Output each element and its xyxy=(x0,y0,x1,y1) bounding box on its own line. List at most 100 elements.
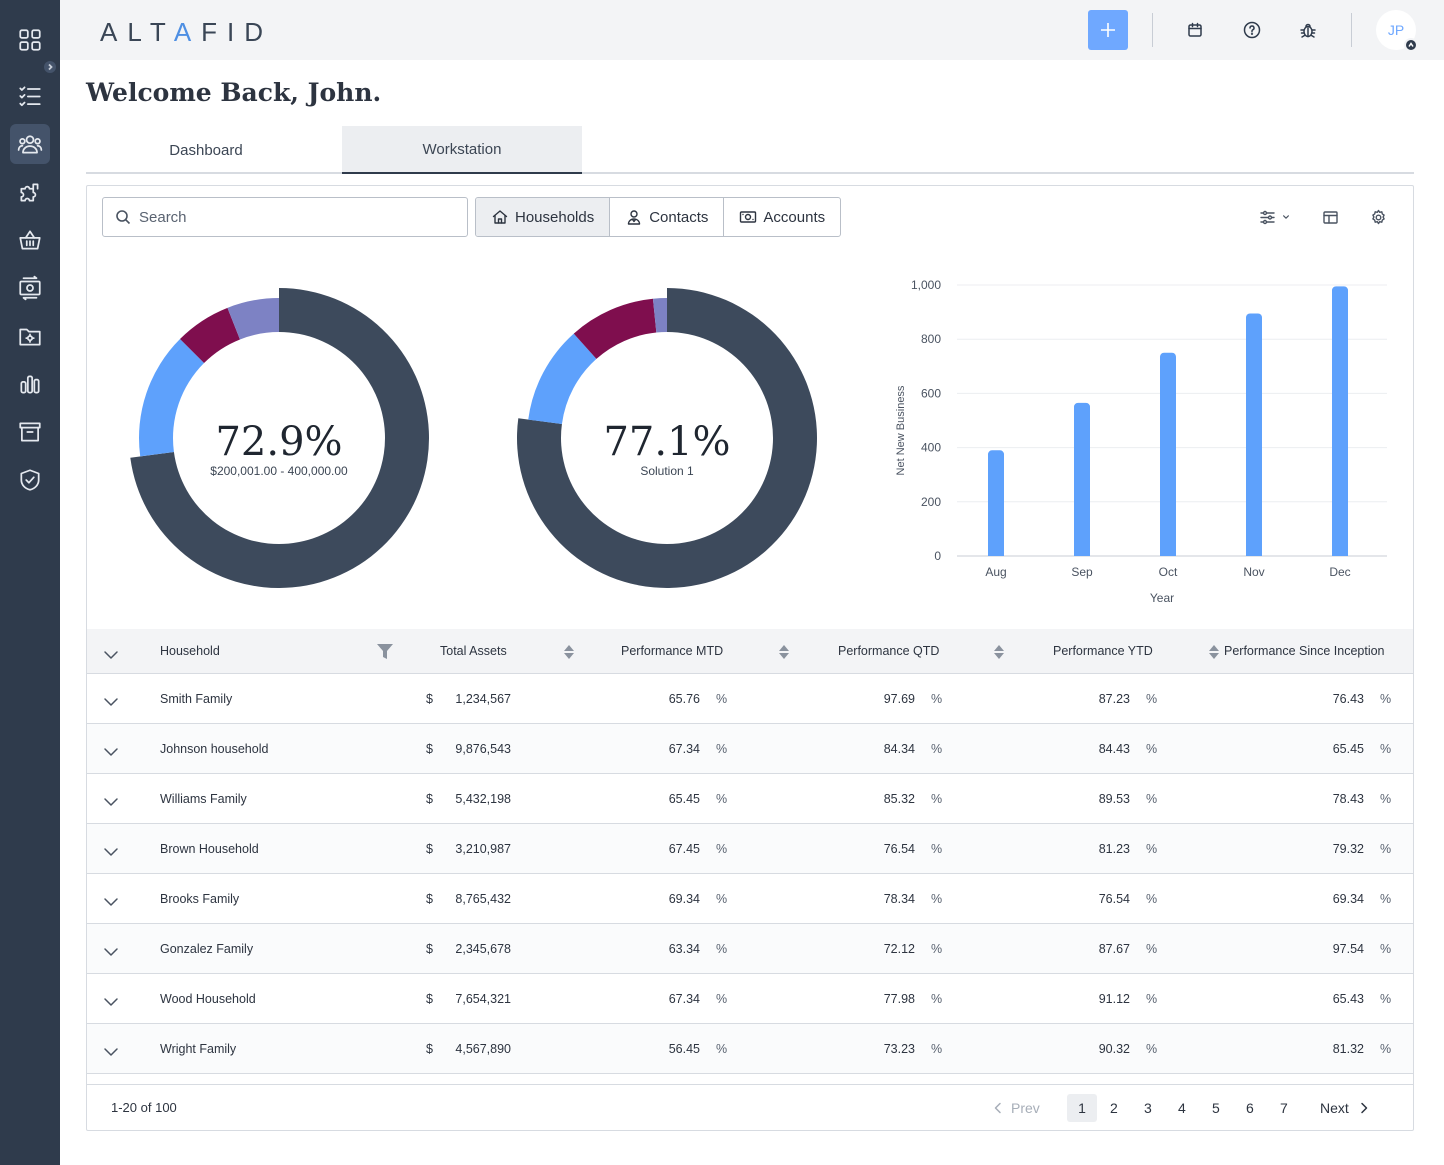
table-row[interactable]: Johnson household $9,876,543 67.34% 84.34% 8… xyxy=(87,724,1413,774)
household-name[interactable]: Smith Family xyxy=(160,692,233,706)
bar-sep[interactable] xyxy=(1074,402,1090,556)
sort-total-assets-button[interactable] xyxy=(564,645,574,659)
sidebar-item-archive[interactable] xyxy=(10,412,50,452)
household-name[interactable]: Johnson household xyxy=(160,742,269,756)
contacts-segment-button[interactable]: Contacts xyxy=(610,198,725,236)
row-expand-toggle[interactable] xyxy=(103,794,119,806)
sort-icon xyxy=(994,645,1004,659)
filter-dropdown-toggle[interactable] xyxy=(1281,207,1291,227)
expand-all-toggle[interactable] xyxy=(103,647,119,659)
sidebar-item-documents[interactable] xyxy=(10,316,50,356)
donut-segment[interactable] xyxy=(573,298,657,359)
sort-mtd-button[interactable] xyxy=(779,645,789,659)
performance-mtd-value: 65.45 xyxy=(668,792,700,806)
filter-settings-button[interactable] xyxy=(1257,207,1277,227)
top-bar: ALTAFID JP xyxy=(60,0,1444,60)
household-name[interactable]: Wright Family xyxy=(160,1042,237,1056)
household-name[interactable]: Wood Household xyxy=(160,992,256,1006)
search-box[interactable] xyxy=(102,197,468,237)
bug-report-button[interactable] xyxy=(1296,18,1320,42)
sidebar-item-transactions[interactable] xyxy=(10,268,50,308)
percent-symbol: % xyxy=(931,942,943,956)
donut-segment[interactable] xyxy=(139,339,205,457)
bar-oct[interactable] xyxy=(1160,352,1176,556)
household-name[interactable]: Brown Household xyxy=(160,842,259,856)
donut-segment[interactable] xyxy=(130,288,430,588)
page-2-button[interactable]: 2 xyxy=(1110,1100,1118,1116)
create-new-button[interactable] xyxy=(1088,10,1128,50)
sidebar xyxy=(0,0,60,1165)
altafid-logo[interactable]: ALTAFID xyxy=(100,17,274,47)
next-page-button[interactable]: Next xyxy=(1320,1094,1369,1122)
table-row[interactable]: Williams Family $5,432,198 65.45% 85.32% 89.… xyxy=(87,774,1413,824)
tab-workstation[interactable]: Workstation xyxy=(342,126,582,174)
performance-qtd-value: 76.54 xyxy=(883,842,915,856)
settings-button[interactable] xyxy=(1368,207,1388,227)
sidebar-item-dashboard[interactable] xyxy=(10,20,50,60)
donut-segment[interactable] xyxy=(180,307,240,364)
sidebar-item-integrations[interactable] xyxy=(10,172,50,212)
tab-dashboard[interactable]: Dashboard xyxy=(169,141,243,159)
accounts-segment-button[interactable]: Accounts xyxy=(724,198,840,236)
donut-segment[interactable] xyxy=(528,333,597,425)
layout-toggle-button[interactable] xyxy=(1320,207,1340,227)
row-expand-toggle[interactable] xyxy=(103,894,119,906)
help-button[interactable] xyxy=(1240,18,1264,42)
page-3-button[interactable]: 3 xyxy=(1144,1100,1152,1116)
x-tick-label: Sep xyxy=(1071,565,1093,579)
bar-nov[interactable] xyxy=(1246,313,1262,556)
donut-segment[interactable] xyxy=(652,298,667,333)
row-expand-toggle[interactable] xyxy=(103,994,119,1006)
donut-segment[interactable] xyxy=(517,288,817,588)
percent-symbol: % xyxy=(716,892,728,906)
search-input[interactable] xyxy=(139,208,459,226)
household-filter-button[interactable] xyxy=(377,644,393,659)
calendar-button[interactable] xyxy=(1183,18,1207,42)
household-name[interactable]: Williams Family xyxy=(160,792,247,806)
sidebar-item-households[interactable] xyxy=(10,124,50,164)
chevron-up-icon xyxy=(1408,42,1414,47)
table-row[interactable]: Brown Household $3,210,987 67.45% 76.54% 81.… xyxy=(87,824,1413,874)
table-row[interactable]: Gonzalez Family $2,345,678 63.34% 72.12% 87.… xyxy=(87,924,1413,974)
column-header-performance-qtd[interactable]: Performance QTD xyxy=(838,644,940,658)
percent-symbol: % xyxy=(1380,742,1392,756)
row-expand-toggle[interactable] xyxy=(103,844,119,856)
sort-qtd-button[interactable] xyxy=(994,645,1004,659)
household-name[interactable]: Gonzalez Family xyxy=(160,942,254,956)
households-segment-button[interactable]: Households xyxy=(476,198,611,236)
performance-mtd-value: 56.45 xyxy=(668,1042,700,1056)
page-5-button[interactable]: 5 xyxy=(1212,1100,1220,1116)
sidebar-item-tasks[interactable] xyxy=(10,76,50,116)
page-7-button[interactable]: 7 xyxy=(1280,1100,1288,1116)
sidebar-item-compliance[interactable] xyxy=(10,460,50,500)
sidebar-item-reports[interactable] xyxy=(10,364,50,404)
bar-dec[interactable] xyxy=(1332,286,1348,556)
sidebar-expand-toggle[interactable] xyxy=(44,61,56,73)
row-expand-toggle[interactable] xyxy=(103,694,119,706)
prev-page-button[interactable]: Prev xyxy=(993,1094,1040,1122)
column-header-performance-ytd[interactable]: Performance YTD xyxy=(1053,644,1153,658)
column-header-total-assets[interactable]: Total Assets xyxy=(440,644,507,658)
sort-ytd-button[interactable] xyxy=(1209,645,1219,659)
performance-qtd-value: 73.23 xyxy=(883,1042,915,1056)
column-header-performance-inception[interactable]: Performance Since Inception xyxy=(1224,644,1385,658)
table-row[interactable]: Wood Household $7,654,321 67.34% 77.98% 91.1… xyxy=(87,974,1413,1024)
row-expand-toggle[interactable] xyxy=(103,744,119,756)
column-header-performance-mtd[interactable]: Performance MTD xyxy=(621,644,724,658)
sidebar-item-products[interactable] xyxy=(10,220,50,260)
table-row[interactable]: Brooks Family $8,765,432 69.34% 78.34% 76.54… xyxy=(87,874,1413,924)
table-row[interactable]: Smith Family $1,234,567 65.76% 97.69% 87.23%… xyxy=(87,674,1413,724)
bar-aug[interactable] xyxy=(988,450,1004,556)
donut-segment[interactable] xyxy=(227,298,279,340)
chevron-right-icon xyxy=(48,63,53,71)
row-expand-toggle[interactable] xyxy=(103,944,119,956)
table-row[interactable]: Wright Family $4,567,890 56.45% 73.23% 90.32… xyxy=(87,1024,1413,1074)
household-name[interactable]: Brooks Family xyxy=(160,892,240,906)
percent-symbol: % xyxy=(1146,692,1158,706)
page-6-button[interactable]: 6 xyxy=(1246,1100,1254,1116)
performance-ytd-value: 87.67 xyxy=(1098,942,1130,956)
page-1-button[interactable]: 1 xyxy=(1067,1094,1097,1122)
page-4-button[interactable]: 4 xyxy=(1178,1100,1186,1116)
row-expand-toggle[interactable] xyxy=(103,1044,119,1056)
column-header-household[interactable]: Household xyxy=(160,644,220,658)
